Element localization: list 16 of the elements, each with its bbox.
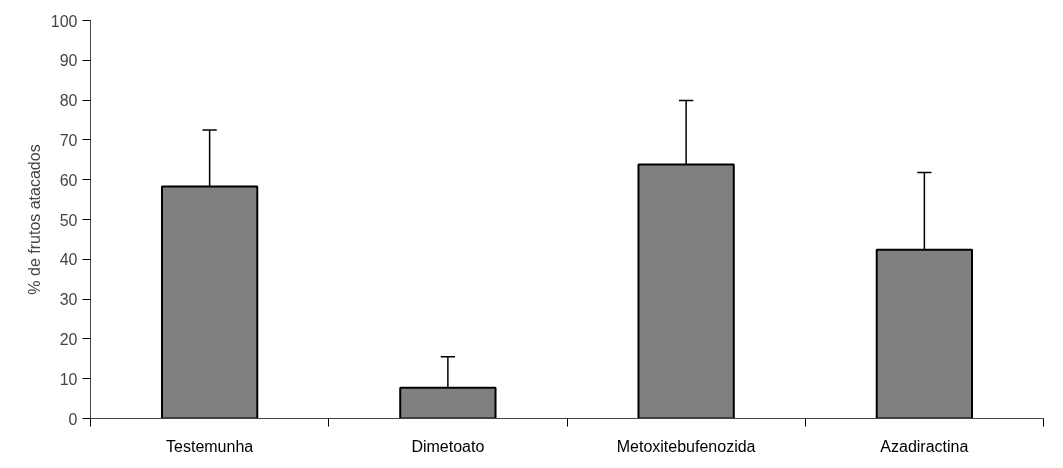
y-tick-label: 80 <box>59 92 78 110</box>
y-tick-label: 60 <box>59 171 78 189</box>
y-axis-title: % de frutos atacados <box>25 144 43 295</box>
x-tick-label: Dimetoato <box>411 437 485 455</box>
y-tick-label: 70 <box>59 131 78 149</box>
y-tick-label: 0 <box>68 410 78 428</box>
y-tick-label: 100 <box>50 12 78 30</box>
x-tick-label: Metoxitebufenozida <box>616 437 756 455</box>
y-tick-label: 40 <box>59 251 78 269</box>
x-tick-label: Azadiractina <box>880 437 969 455</box>
y-tick-label: 20 <box>59 330 78 348</box>
y-tick-label: 50 <box>59 211 78 229</box>
y-tick-label: 90 <box>59 52 78 70</box>
y-tick-label: 30 <box>59 291 78 309</box>
y-tick-label: 10 <box>59 370 78 388</box>
x-tick-label: Testemunha <box>166 437 254 455</box>
